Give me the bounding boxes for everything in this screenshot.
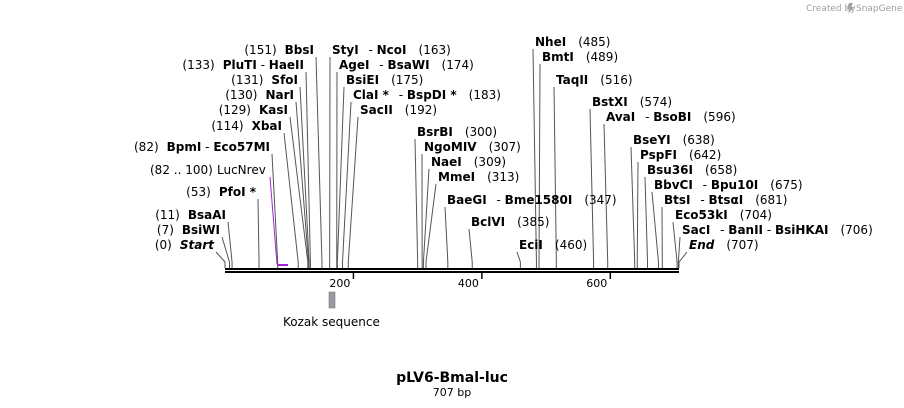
site-label-bsrbi[interactable]: BsrBI (300) [417, 125, 497, 139]
map-length: 707 bp [433, 386, 471, 399]
site-label-ecii[interactable]: EciI (460) [519, 238, 587, 252]
site-label-mmei[interactable]: MmeI (313) [438, 170, 519, 184]
leader-line [425, 183, 437, 268]
site-label-nari[interactable]: (130) NarI [225, 88, 294, 102]
backbone-top-strand [225, 268, 679, 270]
site-label-naei[interactable]: NaeI (309) [431, 155, 506, 169]
leader-line [295, 101, 309, 268]
site-label-clai[interactable]: ClaI * - BspDI * (183) [353, 88, 501, 102]
site-label-bsaai[interactable]: (11) BsaAI [155, 208, 226, 222]
site-label-pluti[interactable]: (133) PluTI - HaeII [182, 58, 304, 72]
leader-line [257, 198, 260, 268]
backbone-bottom-strand [225, 271, 679, 273]
site-label-baegi[interactable]: BaeGI - Bme1580I (347) [447, 193, 617, 207]
leader-line [347, 116, 359, 268]
site-label-bsiwi[interactable]: (7) BsiWI [157, 223, 220, 237]
leader-line [227, 221, 233, 268]
leader-line [644, 176, 649, 268]
leader-line [336, 86, 345, 268]
leader-line [532, 48, 537, 268]
site-label-btsi[interactable]: BtsI - BtsαI (681) [664, 193, 787, 207]
site-label-start[interactable]: (0) Start [155, 238, 215, 252]
site-label-bseyi[interactable]: BseYI (638) [633, 133, 715, 147]
site-label-bsu36i[interactable]: Bsu36I (658) [647, 163, 737, 177]
site-label-bpmi[interactable]: (82) BpmI - Eco57MI [134, 140, 270, 154]
feature-label-kozak[interactable]: Kozak sequence [283, 315, 380, 329]
site-label-kasi[interactable]: (129) KasI [219, 103, 288, 117]
site-label-bclvi[interactable]: BclVI (385) [471, 215, 549, 229]
leader-line [289, 116, 309, 268]
leader-line [678, 251, 688, 268]
leader-line [342, 101, 352, 268]
site-label-xbai[interactable]: (114) XbaI [211, 119, 282, 133]
leader-line [603, 123, 609, 268]
leader-line [414, 138, 419, 268]
tick-label: 400 [458, 277, 479, 290]
site-label-bbsi[interactable]: (151) BbsI [244, 43, 314, 57]
leader-line [215, 251, 226, 268]
snapgene-logo-icon [847, 3, 854, 14]
site-label-styi[interactable]: StyI - NcoI (163) [332, 43, 451, 57]
ruler-ticks: 200 400 600 [329, 273, 612, 290]
site-label-bmti[interactable]: BmtI (489) [542, 50, 618, 64]
site-label-agei[interactable]: AgeI - BsaWI (174) [339, 58, 474, 72]
leader-line [516, 251, 521, 268]
site-label-sacii[interactable]: SacII (192) [360, 103, 437, 117]
leader-line [283, 132, 299, 268]
site-label-bbvci[interactable]: BbvCI - Bpu10I (675) [654, 178, 803, 192]
site-label-bstxi[interactable]: BstXI (574) [592, 95, 672, 109]
site-label-sfoi[interactable]: (131) SfoI [231, 73, 298, 87]
leader-line [677, 236, 681, 268]
leader-line [305, 71, 311, 268]
leader-line [636, 161, 639, 268]
primer-label-lucnrev[interactable]: LucNrev [217, 163, 266, 177]
brand-label: SnapGene [856, 4, 903, 14]
leader-line [422, 168, 430, 268]
leader-line [299, 86, 310, 268]
site-label-saci[interactable]: SacI - BanII - BsiHKAI (706) [682, 223, 873, 237]
site-label-bsiei[interactable]: BsiEI (175) [346, 73, 423, 87]
feature-kozak-box[interactable] [328, 291, 336, 309]
map-title: pLV6-Bmal-luc [396, 370, 508, 386]
credit-label: Created by [806, 4, 856, 14]
primer-leader-line [269, 176, 278, 265]
leader-line [538, 63, 541, 268]
leader-line [468, 228, 473, 268]
site-label-avai[interactable]: AvaI - BsoBI (596) [606, 110, 736, 124]
leader-line [589, 108, 595, 268]
site-label-eco53ki[interactable]: Eco53kI (704) [675, 208, 772, 222]
site-label-end[interactable]: End (707) [689, 238, 759, 252]
site-label-pfoi[interactable]: (53) PfoI * [186, 185, 257, 199]
leader-line [651, 191, 659, 268]
site-label-nhei[interactable]: NheI (485) [535, 35, 610, 49]
site-label-ngomiv[interactable]: NgoMIV (307) [424, 140, 521, 154]
tick-label: 200 [329, 277, 350, 290]
site-label-taqii[interactable]: TaqII (516) [556, 73, 633, 87]
site-labels: (0) Start(7) BsiWI(11) BsaAI (53) PfoI * (82) B… [134, 35, 873, 252]
leader-line [315, 56, 323, 268]
site-label-pspfi[interactable]: PspFI (642) [640, 148, 721, 162]
leader-line [672, 221, 678, 268]
leader-line [553, 86, 557, 268]
leader-line [444, 206, 449, 268]
primer-mark[interactable] [277, 264, 288, 266]
tick-label: 600 [586, 277, 607, 290]
leader-line [630, 146, 636, 268]
primer-position: (82 .. 100) [150, 163, 213, 177]
leader-line [221, 236, 230, 268]
